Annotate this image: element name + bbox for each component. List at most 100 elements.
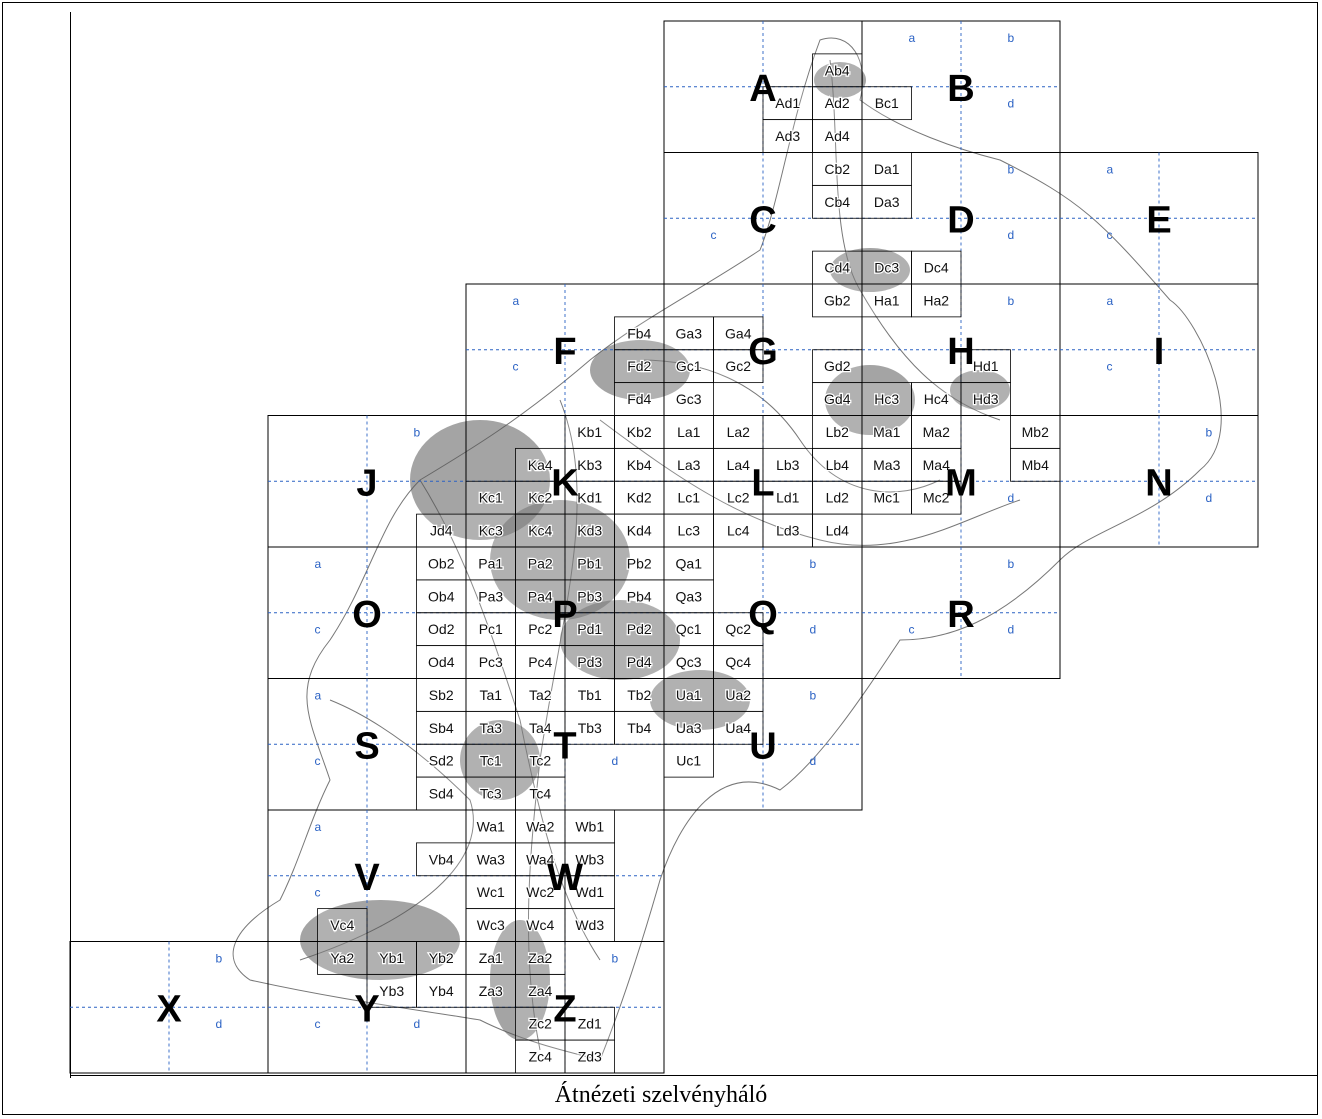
- subsheet-tc2: [515, 743, 566, 778]
- subsheet-kc2: [515, 480, 566, 515]
- subsheet-label: Tb2: [627, 687, 651, 703]
- quadrant-label: d: [414, 1017, 421, 1031]
- subsheet-label: Gc3: [676, 391, 702, 407]
- subsheet-label: Ha1: [874, 292, 900, 308]
- subsheet-qa1: [663, 546, 714, 581]
- subsheet-kd1: [564, 480, 615, 515]
- subsheet-label: Tc4: [529, 786, 551, 802]
- sheet-label: Q: [748, 594, 778, 636]
- city-outline-layer: [232, 37, 1222, 1061]
- subsheet-la3: [663, 447, 714, 482]
- subsheet-label: Zc4: [529, 1049, 553, 1065]
- sheet-label: P: [552, 594, 577, 636]
- subsheet-label: Za3: [479, 983, 503, 999]
- subsheet-label: Fd2: [627, 358, 651, 374]
- built-up-area: [490, 500, 630, 620]
- subsheet-label: Ma4: [923, 457, 950, 473]
- subsheet-label: Pd4: [627, 654, 652, 670]
- subsheet-label: Da3: [874, 194, 900, 210]
- subsheet-jd4: [416, 513, 467, 548]
- quadrant-label: d: [810, 623, 817, 637]
- road-line: [639, 359, 941, 493]
- subsheet-label: Sd2: [429, 753, 454, 769]
- subsheet-mc1: [861, 480, 912, 515]
- subsheet-label: Kb4: [627, 457, 652, 473]
- subsheet-label: Da1: [874, 161, 900, 177]
- subsheet-pb2: [614, 546, 665, 581]
- subsheet-vc4: [317, 908, 368, 942]
- sheet-label: T: [553, 725, 576, 767]
- subsheet-gc3: [663, 382, 714, 416]
- subsheet-hc3: [861, 382, 912, 416]
- subsheet-label: Ta3: [479, 720, 502, 736]
- subsheet-label: Za1: [479, 950, 503, 966]
- subsheet-hd1: [960, 349, 1011, 384]
- subsheet-label: La3: [677, 457, 701, 473]
- subsheet-ua4: [713, 710, 764, 745]
- subsheet-label: Pd2: [627, 621, 652, 637]
- subsheet-vb4: [416, 842, 467, 877]
- subsheet-label: Kc3: [479, 523, 503, 539]
- sheet-label: W: [547, 857, 583, 899]
- subsheet-ma1: [861, 415, 912, 449]
- built-up-area: [410, 420, 550, 540]
- subsheet-hc4: [911, 382, 962, 416]
- subsheet-label: Yb2: [429, 950, 454, 966]
- subsheet-qc4: [713, 645, 764, 679]
- built-up-area: [830, 248, 910, 292]
- sheet-label: J: [356, 462, 377, 504]
- subsheet-label: Gc1: [676, 358, 702, 374]
- subsheet-label: Ad1: [775, 95, 800, 111]
- subsheet-ua3: [663, 710, 714, 745]
- subsheet-label: Hd1: [973, 358, 999, 374]
- sheet-label: S: [354, 725, 379, 767]
- subsheet-label: Ad4: [825, 128, 850, 144]
- subsheet-label: Pa1: [478, 555, 503, 571]
- subsheet-pb3: [564, 579, 615, 614]
- subsheet-label: Zd1: [578, 1016, 602, 1032]
- sheet-label: B: [947, 68, 974, 110]
- subsheet-label: Kc2: [528, 490, 552, 506]
- subsheet-label: Uc1: [676, 753, 701, 769]
- subsheet-label: Ka4: [528, 457, 553, 473]
- subsheet-uc1: [663, 743, 714, 778]
- subsheet-label: Wa2: [526, 818, 554, 834]
- subsheet-label: Pb2: [627, 555, 652, 571]
- subsheet-pb4: [614, 579, 665, 614]
- subsheet-label: Qc4: [725, 654, 751, 670]
- subsheet-qc2: [713, 612, 764, 647]
- subsheet-label: Pb1: [577, 555, 602, 571]
- subsheet-bc1: [861, 86, 912, 121]
- subsheet-label: Ob4: [428, 588, 455, 604]
- subsheet-sb4: [416, 710, 467, 745]
- subsheet-mb2: [1010, 415, 1061, 449]
- subsheet-label: Lb2: [826, 424, 850, 440]
- label-layer: a b d c b d a c a c b a c b d b d a c b d b c d a c d b d a c b d c d b Ab4 A…: [156, 31, 1213, 1066]
- subsheet-tc4: [515, 776, 566, 811]
- subsheet-label: Yb1: [379, 950, 404, 966]
- subsheet-kb2: [614, 415, 665, 449]
- subsheet-label: Ab4: [825, 62, 850, 78]
- subsheet-label: Lc4: [727, 523, 750, 539]
- subsheet-gd2: [812, 349, 863, 384]
- subsheet-pa4: [515, 579, 566, 614]
- subsheet-label: Ma1: [873, 424, 900, 440]
- subsheet-gd4: [812, 382, 863, 416]
- quadrant-label: b: [612, 951, 619, 965]
- subsheet-label: Cb4: [824, 194, 850, 210]
- subsheet-pa1: [465, 546, 516, 581]
- subsheet-mb4: [1010, 447, 1061, 482]
- subsheet-label: Lc2: [727, 490, 750, 506]
- built-up-area: [814, 62, 866, 98]
- left-border-line: [70, 12, 71, 1078]
- sheet-label: U: [749, 725, 776, 767]
- subsheet-label: Pd3: [577, 654, 602, 670]
- subsheet-ob4: [416, 579, 467, 614]
- sheet-label: K: [551, 462, 579, 504]
- subsheet-label: Ga3: [676, 325, 703, 341]
- quadrant-label: d: [1206, 491, 1213, 505]
- subsheet-label: Qa3: [676, 588, 703, 604]
- map-caption: Átnézeti szelvényháló: [554, 1082, 768, 1108]
- subsheet-label: Mc2: [923, 490, 950, 506]
- subsheet-label: Wb3: [575, 851, 604, 867]
